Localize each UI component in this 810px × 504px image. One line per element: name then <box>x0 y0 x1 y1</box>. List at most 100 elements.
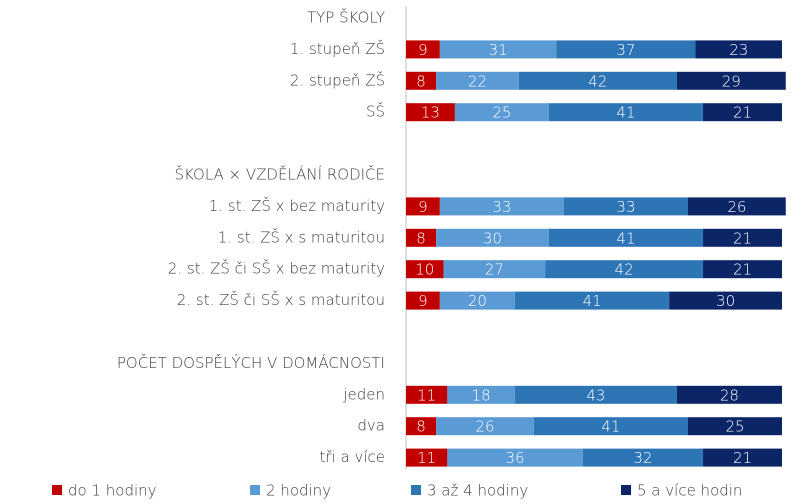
bar-segment <box>676 385 782 404</box>
bar-segment <box>406 40 440 59</box>
bar-segment <box>695 40 782 59</box>
data-label: 22 <box>468 72 487 90</box>
legend-swatch <box>52 485 62 495</box>
bar-segment <box>582 448 704 467</box>
category-label: TYP ŠKOLY <box>307 8 385 27</box>
bar-segment <box>406 228 437 247</box>
bar-segment <box>439 40 557 59</box>
bar-segment <box>454 103 549 122</box>
bar-segment <box>406 260 444 279</box>
bar-segment <box>443 260 546 279</box>
data-label: 23 <box>729 41 748 59</box>
legend-swatch <box>411 485 421 495</box>
data-label: 21 <box>733 261 752 279</box>
bar-segment <box>703 448 782 467</box>
category-label: 2. stupeň ZŠ <box>290 70 385 89</box>
bar-segment <box>703 260 782 279</box>
data-label: 41 <box>583 292 602 310</box>
category-label: 1. st. ZŠ x bez maturity <box>209 196 385 215</box>
bar-segment <box>548 228 704 247</box>
category-label: jeden <box>342 385 385 403</box>
bar-segment <box>406 417 437 436</box>
bar-segment <box>533 417 688 436</box>
data-label: 30 <box>716 292 735 310</box>
data-label: 11 <box>417 449 436 467</box>
data-label: 21 <box>733 229 752 247</box>
bar-segment <box>447 448 583 467</box>
category-label: dva <box>357 417 385 435</box>
data-label: 32 <box>633 449 652 467</box>
bar-segment <box>688 197 786 216</box>
legend-swatch <box>250 485 260 495</box>
category-label: POČET DOSPĚLÝCH V DOMÁCNOSTI <box>117 353 385 372</box>
legend-label: do 1 hodiny <box>68 482 157 500</box>
bar-segment <box>406 71 437 90</box>
bar-segment <box>703 103 782 122</box>
data-label: 18 <box>472 386 491 404</box>
data-label: 20 <box>468 292 487 310</box>
data-label: 33 <box>616 198 635 216</box>
bar-segment <box>563 197 688 216</box>
legend-label: 5 a více hodin <box>637 482 742 500</box>
data-label: 43 <box>586 386 605 404</box>
bar-segment <box>669 291 782 310</box>
bar-segment <box>406 448 448 467</box>
data-label: 25 <box>492 104 511 122</box>
bar-segment <box>515 385 677 404</box>
category-label: SŠ <box>366 102 385 121</box>
data-label: 41 <box>616 104 635 122</box>
bar-segment <box>406 103 455 122</box>
bar-segment <box>703 228 782 247</box>
legend-label: 2 hodiny <box>266 482 331 500</box>
data-label: 13 <box>421 104 440 122</box>
data-label: 42 <box>588 72 607 90</box>
bar-segment <box>447 385 516 404</box>
data-label: 31 <box>489 41 508 59</box>
data-label: 37 <box>616 41 635 59</box>
data-label: 28 <box>720 386 739 404</box>
data-label: 33 <box>492 198 511 216</box>
data-label: 9 <box>418 41 428 59</box>
data-label: 8 <box>416 229 426 247</box>
bar-segment <box>676 71 786 90</box>
category-label: 1. stupeň ZŠ <box>290 39 385 58</box>
data-label: 29 <box>722 72 741 90</box>
bar-segment <box>436 228 549 247</box>
data-label: 26 <box>727 198 746 216</box>
bar-segment <box>439 291 516 310</box>
data-label: 36 <box>505 449 524 467</box>
bar-segment <box>406 385 448 404</box>
bar-segment <box>518 71 677 90</box>
data-label: 11 <box>417 386 436 404</box>
bar-segment <box>436 71 519 90</box>
bar-segment <box>545 260 704 279</box>
data-label: 25 <box>725 418 744 436</box>
data-label: 8 <box>416 418 426 436</box>
bar-segment <box>439 197 564 216</box>
bar-segment <box>406 291 440 310</box>
category-label: 1. st. ZŠ x s maturitou <box>218 227 385 246</box>
data-label: 21 <box>733 449 752 467</box>
data-label: 41 <box>616 229 635 247</box>
data-label: 8 <box>416 72 426 90</box>
data-label: 26 <box>475 418 494 436</box>
data-label: 41 <box>601 418 620 436</box>
data-label: 30 <box>483 229 502 247</box>
data-label: 27 <box>485 261 504 279</box>
data-label: 10 <box>415 261 434 279</box>
bar-segment <box>436 417 534 436</box>
legend-swatch <box>621 485 631 495</box>
bar-segment <box>688 417 782 436</box>
category-label: 2. st. ZŠ či SŠ x s maturitou <box>177 290 385 309</box>
bar-segment <box>548 103 704 122</box>
bar-segment <box>406 197 440 216</box>
data-label: 42 <box>615 261 634 279</box>
data-label: 21 <box>733 104 752 122</box>
bar-segment <box>515 291 670 310</box>
bar-segment <box>556 40 696 59</box>
legend-label: 3 až 4 hodiny <box>427 482 528 500</box>
category-label: ŠKOLA × VZDĚLÁNÍ RODIČE <box>174 165 385 184</box>
category-label: 2. st. ZŠ či SŠ x bez maturity <box>168 259 385 278</box>
data-label: 9 <box>418 198 428 216</box>
